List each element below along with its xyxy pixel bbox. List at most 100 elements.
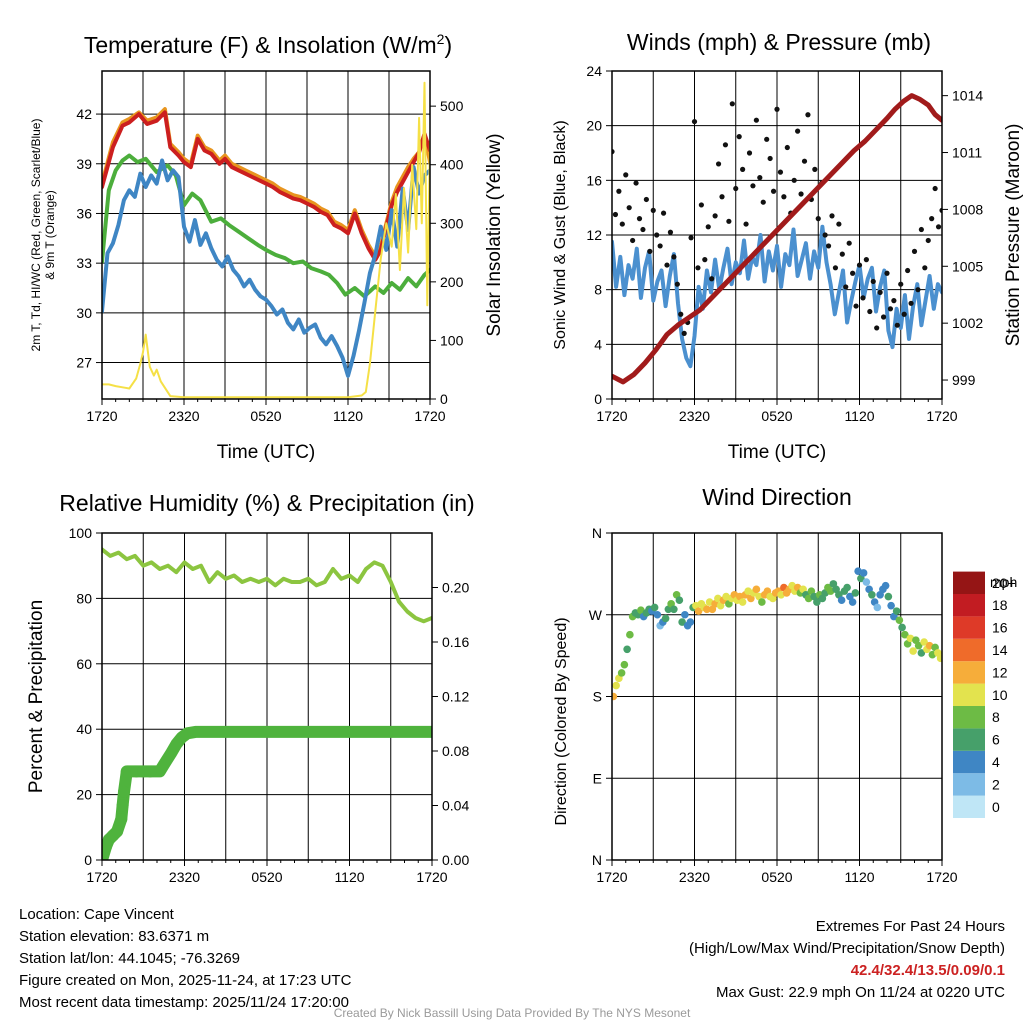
direction-point [892,607,901,615]
plot-frame [611,532,943,861]
precip-point [118,785,130,798]
plot-frame [101,70,431,400]
gust-point [764,136,770,142]
location-text: Location: Cape Vincent [19,906,174,923]
gust-point [626,205,632,211]
y2-tick-label: 999 [952,372,976,388]
x-tick-label: 1720 [926,869,957,885]
y2-axis-label: Station Pressure (Maroon) [1003,124,1024,347]
x-tick-label: 1720 [596,869,627,885]
gust-point [822,232,828,238]
direction-point [868,590,876,599]
gust-point [832,265,839,271]
colorbar-swatch [953,683,985,706]
colorbar-label: 14 [992,642,1008,658]
gust-point [853,303,859,309]
colorbar-label: 12 [992,664,1008,680]
series-precipitation [102,725,432,860]
plot-frame [611,70,943,400]
gust-point [860,295,866,301]
colorbar-label: 18 [992,597,1008,613]
precip-point [144,765,157,778]
x-tick-label: 2320 [168,408,199,424]
y2-tick-label: 0.08 [442,743,469,759]
extremes-title: Extremes For Past 24 Hours [815,918,1005,935]
gust-point [795,128,801,134]
direction-point [694,607,703,615]
gust-point [836,221,842,227]
colorbar-label: 2 [992,776,1000,792]
gust-point [705,224,711,230]
y-axis-label: Sonic Wind & Gust (Blue, Black) [552,120,569,349]
y-tick-label: 24 [586,63,602,79]
direction-point [873,603,882,612]
gust-point [660,210,667,216]
y-tick-label: 20 [586,118,602,134]
series-hi-wc-blue [102,158,430,378]
y-tick-label: 60 [76,656,92,672]
series-station-pressure [612,93,942,385]
gust-point [867,308,873,315]
direction-point [653,610,662,619]
figure: 1720 2320 0520 1120 172027303336394201002003… [26,29,1024,885]
extremes-values: 42.4/32.4/13.5/0.09/0.1 [850,962,1005,979]
gust-point [674,281,680,287]
gust-point [784,144,790,151]
direction-point [681,610,689,619]
x-tick-label: 1120 [334,869,364,885]
direction-point [920,638,928,646]
y-tick-label: 0 [84,852,92,868]
x-tick-label: 1720 [416,869,447,885]
chart-title: Temperature (F) & Insolation (W/m2) [84,31,452,58]
gust-point [640,226,646,233]
gust-point [726,218,732,224]
colorbar-swatch [953,638,985,662]
direction-point [686,618,695,626]
gust-point [884,270,890,276]
y2-tick-label: 1014 [952,88,983,104]
colorbar-label: 16 [992,620,1008,636]
gust-point [770,188,777,194]
y-tick-label: 27 [76,355,92,371]
x-tick-label: 0520 [251,869,282,885]
colorbar-swatch [953,616,985,639]
colorbar-swatch [953,728,985,751]
y2-tick-label: 300 [440,215,464,231]
direction-point [936,654,942,663]
gust-point [846,240,852,246]
direction-point [612,692,618,701]
gust-point [698,202,704,208]
series-td [102,153,430,299]
gust-point [815,216,821,222]
gust-point [630,237,636,244]
colorbar-label: 0 [992,799,1000,815]
gust-point [887,306,894,312]
gust-point [932,185,938,192]
y-tick-label: 36 [76,205,92,221]
direction-point [848,598,857,606]
direction-point [752,585,761,594]
gust-point [733,185,739,192]
gust-point [657,243,663,249]
direction-point [612,681,620,690]
direction-point [859,569,868,577]
y-tick-label: 30 [76,305,92,321]
colorbar-swatch [953,706,985,729]
elevation-text: Station elevation: 83.6371 m [19,928,210,945]
gust-point [612,211,619,218]
y-axis-label-line1: 2m T, Td, HI/WC (Red, Green, Scarlet/Blu… [29,119,43,352]
x-tick-label: 2320 [679,408,710,424]
chart-title: Wind Direction [702,484,852,510]
gust-point [850,270,856,276]
gust-point [695,265,701,271]
gust-point [729,101,735,107]
colorbar-label: 4 [992,754,1000,770]
gust-point [843,284,849,290]
gust-point [774,106,780,112]
gust-point [691,118,698,125]
gust-point [781,194,787,200]
gust-point [894,322,900,328]
x-tick-label: 0520 [761,869,792,885]
y2-tick-label: 0.00 [442,852,469,868]
